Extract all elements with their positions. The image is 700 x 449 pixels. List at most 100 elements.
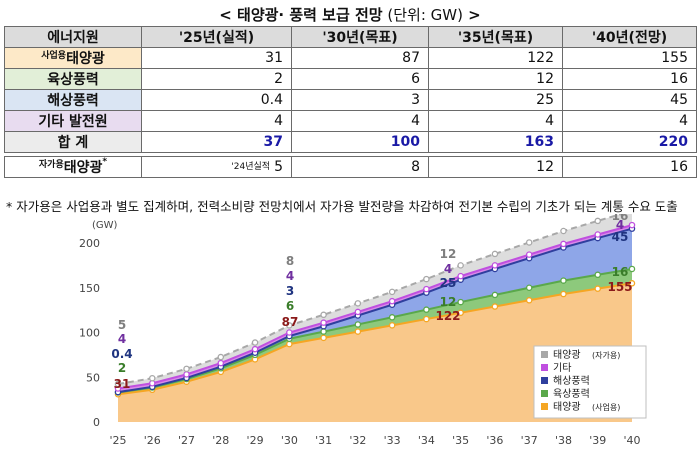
area-1	[118, 283, 632, 422]
data-point	[560, 277, 567, 284]
data-point	[320, 334, 327, 342]
data-point	[628, 280, 636, 287]
x-tick-label: '40	[623, 434, 640, 447]
data-point	[525, 297, 533, 304]
y-axis-label: (GW)	[92, 220, 118, 231]
row-suffix: *	[102, 157, 108, 167]
x-tick-label: '27	[178, 434, 195, 447]
table-row: 사업용태양광 31 87 122 155	[4, 47, 697, 69]
table-cell: 155	[562, 47, 697, 69]
table-cell: 163	[428, 131, 563, 153]
table-cell: 16	[562, 156, 697, 178]
data-point	[251, 339, 259, 346]
table-cell: 3	[291, 89, 429, 111]
table-cell: 25	[428, 89, 563, 111]
data-point	[388, 297, 396, 305]
data-point	[354, 308, 362, 316]
series-line	[117, 227, 633, 394]
data-point	[560, 290, 567, 298]
row-prefix: 사업용	[41, 51, 67, 61]
table-cell: 31	[141, 47, 292, 69]
table-header-row: 에너지원 '25년(실적) '30년(목표) '35년(목표) '40년(전망)	[4, 26, 697, 48]
x-tick-label: '29	[247, 434, 264, 447]
row-label: 해상풍력	[4, 89, 142, 111]
y-tick-label: 0	[93, 416, 100, 429]
legend-swatch	[541, 390, 548, 397]
table-cell: 122	[428, 47, 563, 69]
data-label: 45	[612, 230, 629, 244]
title-unit: (단위: GW)	[382, 6, 463, 24]
header-2025: '25년(실적)	[141, 26, 292, 48]
data-point	[423, 306, 430, 313]
table-cell: 6	[291, 68, 429, 90]
x-tick-label: '32	[349, 434, 366, 447]
data-point	[423, 315, 430, 323]
data-point	[560, 227, 567, 235]
x-tick-label: '25	[109, 434, 126, 447]
table-cell: 4	[562, 110, 697, 132]
data-point	[114, 380, 122, 388]
table-cell: 37	[141, 131, 292, 153]
y-tick-label: 200	[79, 237, 100, 250]
x-tick-label: '34	[418, 434, 435, 447]
table-row-self-use: 자가용태양광* '24년실적 5 8 12 16	[4, 156, 697, 178]
data-label: 12	[440, 247, 457, 261]
row-label: 기타 발전원	[4, 110, 142, 132]
x-tick-label: '26	[144, 434, 161, 447]
table-cell: 12	[428, 156, 563, 178]
series-line	[117, 282, 633, 396]
data-point	[525, 251, 533, 258]
page-title: < 태양광· 풍력 보급 전망 (단위: GW) >	[0, 4, 700, 25]
data-point	[286, 322, 293, 329]
table-cell: 4	[428, 110, 563, 132]
data-point	[286, 340, 293, 348]
data-label: 4	[616, 218, 624, 232]
data-point	[594, 231, 601, 238]
data-point	[594, 217, 601, 225]
row-prefix: 자가용	[38, 160, 64, 170]
data-point	[354, 300, 362, 307]
table-cell: 2	[141, 68, 292, 90]
cell-note: '24년실적	[231, 162, 271, 172]
legend-label: 육상풍력	[553, 388, 590, 400]
data-point	[628, 221, 636, 229]
area-4	[118, 225, 632, 393]
footnote: * 자가용은 사업용과 별도 집계하며, 전력소비량 전망치에서 자가용 발전량…	[6, 199, 678, 214]
table-cell: 45	[562, 89, 697, 111]
x-tick-label: '28	[212, 434, 229, 447]
table-cell: 87	[291, 47, 429, 69]
data-label: 4	[444, 262, 452, 276]
data-point	[491, 291, 499, 299]
legend-swatch	[541, 364, 548, 371]
legend-label: 태양광	[553, 349, 581, 361]
table-cell: 8	[291, 156, 429, 178]
row-label: 합 계	[4, 131, 142, 153]
data-point	[491, 250, 499, 258]
data-point	[491, 303, 499, 310]
data-point	[457, 309, 464, 317]
data-point	[457, 298, 464, 306]
data-point	[594, 285, 601, 292]
data-point	[320, 328, 327, 335]
legend-note: (자가용)	[592, 351, 620, 360]
data-point	[457, 272, 464, 280]
data-label: 4	[118, 332, 126, 346]
table-cell: 4	[291, 110, 429, 132]
data-label: 16	[612, 214, 629, 223]
data-point	[388, 288, 396, 296]
header-source: 에너지원	[4, 26, 142, 48]
table-cell: 4	[141, 110, 292, 132]
row-label: 육상풍력	[4, 68, 142, 90]
x-tick-label: '37	[521, 434, 538, 447]
x-tick-label: '39	[589, 434, 606, 447]
table-cell: 100	[291, 131, 429, 153]
series-line	[117, 267, 633, 394]
data-point	[457, 262, 464, 269]
data-label: 155	[607, 280, 632, 294]
legend-label: 태양광	[553, 401, 581, 413]
data-point	[217, 353, 225, 361]
supply-table: 에너지원 '25년(실적) '30년(목표) '35년(목표) '40년(전망)…	[4, 26, 697, 178]
series-line	[117, 214, 625, 386]
data-point	[149, 374, 156, 382]
legend-swatch	[541, 377, 548, 384]
